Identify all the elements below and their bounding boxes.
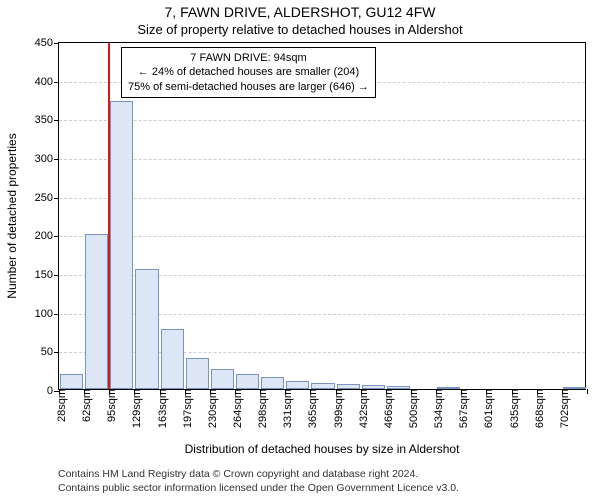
xtick-label: 635sqm: [503, 389, 521, 428]
x-axis-label: Distribution of detached houses by size …: [58, 442, 586, 456]
xtick-label: 432sqm: [352, 389, 370, 428]
xtick-label: 95sqm: [100, 389, 118, 422]
ytick-mark: [54, 352, 59, 353]
histogram-bar: [236, 374, 259, 389]
xtick-label: 298sqm: [251, 389, 269, 428]
xtick-label: 129sqm: [125, 389, 143, 428]
xtick-mark: [587, 389, 588, 394]
histogram-bar: [110, 101, 133, 389]
xtick-label: 466sqm: [377, 389, 395, 428]
xtick-label: 163sqm: [151, 389, 169, 428]
gridline-h: [59, 159, 585, 160]
ytick-mark: [54, 236, 59, 237]
chart-title-main: 7, FAWN DRIVE, ALDERSHOT, GU12 4FW: [0, 4, 600, 20]
ytick-mark: [54, 43, 59, 44]
xtick-label: 62sqm: [75, 389, 93, 422]
ytick-mark: [54, 82, 59, 83]
ytick-mark: [54, 120, 59, 121]
histogram-bar: [135, 269, 158, 389]
y-axis-label: Number of detached properties: [5, 133, 19, 298]
histogram-bar: [60, 374, 83, 389]
ytick-mark: [54, 159, 59, 160]
histogram-bar: [85, 234, 108, 389]
xtick-label: 399sqm: [327, 389, 345, 428]
histogram-bar: [211, 369, 234, 389]
xtick-label: 264sqm: [226, 389, 244, 428]
plot-area: 05010015020025030035040045028sqm62sqm95s…: [58, 42, 586, 390]
histogram-bar: [161, 329, 184, 389]
xtick-label: 500sqm: [402, 389, 420, 428]
xtick-label: 230sqm: [201, 389, 219, 428]
annotation-line: ← 24% of detached houses are smaller (20…: [128, 65, 369, 79]
xtick-label: 28sqm: [50, 389, 68, 422]
footer-attribution: Contains HM Land Registry data © Crown c…: [58, 468, 459, 495]
xtick-label: 668sqm: [528, 389, 546, 428]
annotation-line: 7 FAWN DRIVE: 94sqm: [128, 51, 369, 65]
gridline-h: [59, 120, 585, 121]
footer-line-1: Contains HM Land Registry data © Crown c…: [58, 468, 459, 482]
xtick-label: 331sqm: [276, 389, 294, 428]
ytick-mark: [54, 275, 59, 276]
footer-line-2: Contains public sector information licen…: [58, 482, 459, 496]
xtick-label: 197sqm: [176, 389, 194, 428]
ytick-mark: [54, 198, 59, 199]
annotation-box: 7 FAWN DRIVE: 94sqm← 24% of detached hou…: [121, 47, 376, 98]
xtick-label: 702sqm: [553, 389, 571, 428]
chart-title-sub: Size of property relative to detached ho…: [0, 22, 600, 37]
ytick-mark: [54, 314, 59, 315]
gridline-h: [59, 198, 585, 199]
xtick-label: 534sqm: [427, 389, 445, 428]
xtick-label: 365sqm: [301, 389, 319, 428]
property-marker-line: [108, 43, 110, 389]
chart-container: 7, FAWN DRIVE, ALDERSHOT, GU12 4FW Size …: [0, 0, 600, 500]
xtick-label: 567sqm: [452, 389, 470, 428]
histogram-bar: [186, 358, 209, 389]
histogram-bar: [261, 377, 284, 389]
gridline-h: [59, 236, 585, 237]
xtick-label: 601sqm: [477, 389, 495, 428]
annotation-line: 75% of semi-detached houses are larger (…: [128, 80, 369, 94]
histogram-bar: [286, 381, 309, 389]
